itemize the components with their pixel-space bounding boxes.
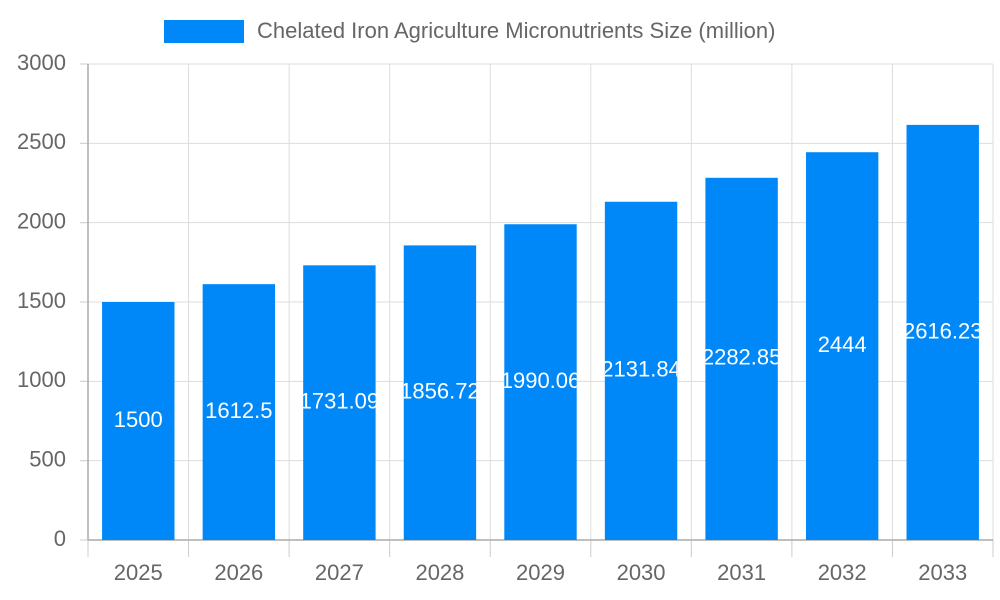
bar [403, 245, 477, 540]
data-label: 1731.09 [300, 388, 380, 413]
bar [303, 265, 376, 540]
y-tick-label: 500 [29, 446, 66, 471]
x-tick-label: 2031 [717, 560, 766, 585]
x-tick-label: 2028 [415, 560, 464, 585]
y-tick-label: 3000 [17, 50, 66, 75]
x-tick-label: 2027 [315, 560, 364, 585]
bar [504, 224, 577, 540]
y-tick-label: 1000 [17, 367, 66, 392]
bar [705, 177, 778, 541]
legend-swatch [164, 20, 244, 43]
x-tick-label: 2029 [516, 560, 565, 585]
bar [604, 201, 678, 540]
data-label: 1500 [114, 407, 163, 432]
data-label: 2616.23 [903, 318, 983, 343]
y-tick-label: 2500 [17, 129, 66, 154]
data-label: 1856.72 [400, 379, 480, 404]
bar [102, 302, 175, 540]
y-tick-label: 2000 [17, 208, 66, 233]
data-label: 1612.5 [205, 398, 272, 423]
data-label: 2282.85 [702, 345, 782, 370]
legend-label: Chelated Iron Agriculture Micronutrients… [257, 18, 775, 43]
data-label: 1990.06 [501, 368, 581, 393]
legend-item: Chelated Iron Agriculture Micronutrients… [164, 18, 775, 43]
x-tick-label: 2030 [617, 560, 666, 585]
x-tick-label: 2033 [918, 560, 967, 585]
x-tick-label: 2025 [114, 560, 163, 585]
y-tick-label: 1500 [17, 288, 66, 313]
bar [805, 152, 879, 540]
data-label: 2444 [818, 332, 867, 357]
bar [202, 284, 276, 540]
x-tick-label: 2032 [818, 560, 867, 585]
data-label: 2131.84 [601, 357, 681, 382]
y-tick-label: 0 [54, 526, 66, 551]
x-tick-label: 2026 [214, 560, 263, 585]
bar [906, 124, 979, 540]
